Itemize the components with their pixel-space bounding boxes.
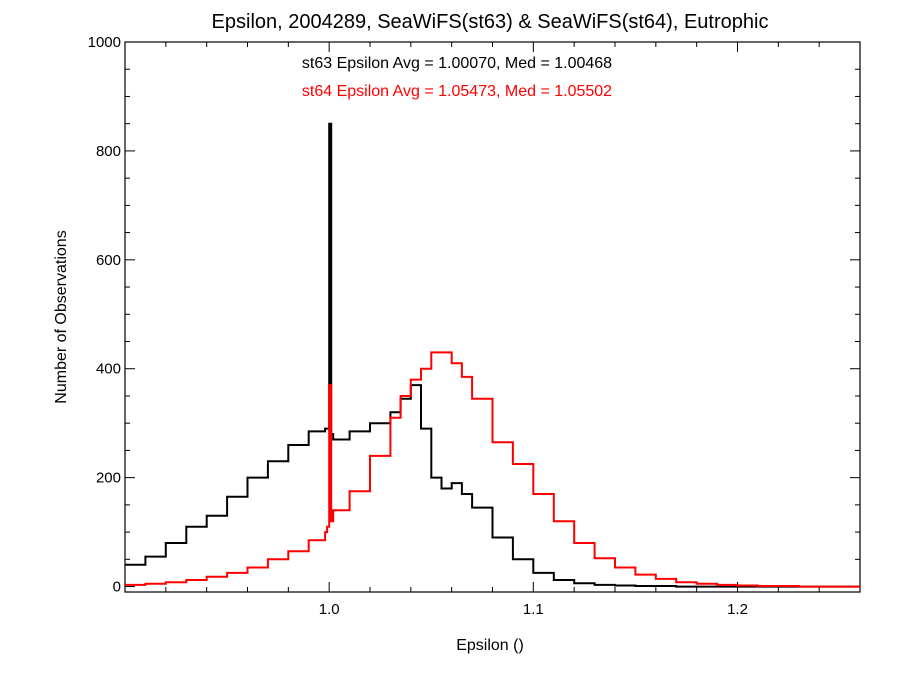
y-tick-label: 0 xyxy=(113,579,121,596)
annotation-st64: st64 Epsilon Avg = 1.05473, Med = 1.0550… xyxy=(302,83,612,100)
axis-ticks: 1.0 1.1 1.2 0 200 400 600 800 1000 xyxy=(88,34,860,618)
y-tick-label: 200 xyxy=(96,470,121,487)
y-tick-label: 800 xyxy=(96,143,121,160)
series-st64-line xyxy=(125,351,860,588)
x-tick-label: 1.0 xyxy=(319,601,340,618)
y-tick-label: 600 xyxy=(96,252,121,269)
y-axis-label: Number of Observations xyxy=(53,230,70,403)
x-tick-label: 1.1 xyxy=(523,601,544,618)
series-st63-line xyxy=(125,122,860,588)
y-tick-label: 1000 xyxy=(88,34,121,51)
x-axis-label: Epsilon () xyxy=(456,637,524,654)
x-tick-label: 1.2 xyxy=(727,601,748,618)
y-tick-label: 400 xyxy=(96,361,121,378)
series-layer xyxy=(125,122,860,588)
chart-title: Epsilon, 2004289, SeaWiFS(st63) & SeaWiF… xyxy=(212,11,769,33)
annotation-st63: st63 Epsilon Avg = 1.00070, Med = 1.0046… xyxy=(302,55,612,72)
